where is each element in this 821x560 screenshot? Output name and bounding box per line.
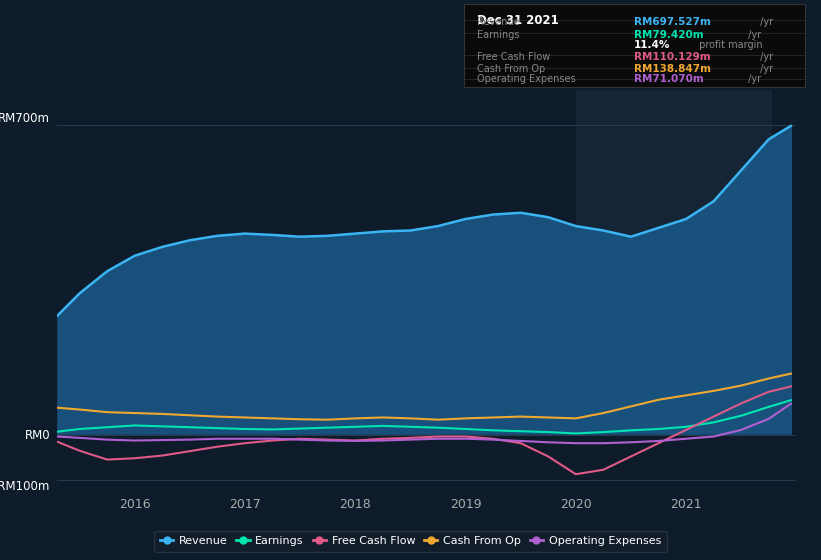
Legend: Revenue, Earnings, Free Cash Flow, Cash From Op, Operating Expenses: Revenue, Earnings, Free Cash Flow, Cash …: [154, 530, 667, 552]
Text: Operating Expenses: Operating Expenses: [478, 74, 576, 85]
Text: Dec 31 2021: Dec 31 2021: [478, 14, 559, 27]
Text: Earnings: Earnings: [478, 30, 520, 40]
Text: Revenue: Revenue: [478, 17, 521, 27]
Text: 11.4%: 11.4%: [635, 40, 671, 50]
Text: RM138.847m: RM138.847m: [635, 63, 711, 73]
Text: RM110.129m: RM110.129m: [635, 52, 711, 62]
Text: -RM100m: -RM100m: [0, 479, 50, 492]
Bar: [576, 90, 772, 493]
Text: profit margin: profit margin: [695, 40, 762, 50]
Text: Free Cash Flow: Free Cash Flow: [478, 52, 551, 62]
Text: RM0: RM0: [25, 429, 50, 442]
Text: RM697.527m: RM697.527m: [635, 17, 711, 27]
Text: /yr: /yr: [757, 63, 773, 73]
Text: Cash From Op: Cash From Op: [478, 63, 546, 73]
Text: /yr: /yr: [745, 74, 761, 85]
Text: RM700m: RM700m: [0, 112, 50, 125]
Text: /yr: /yr: [745, 30, 761, 40]
Text: /yr: /yr: [757, 17, 773, 27]
Text: RM71.070m: RM71.070m: [635, 74, 704, 85]
Text: RM79.420m: RM79.420m: [635, 30, 704, 40]
Text: /yr: /yr: [757, 52, 773, 62]
